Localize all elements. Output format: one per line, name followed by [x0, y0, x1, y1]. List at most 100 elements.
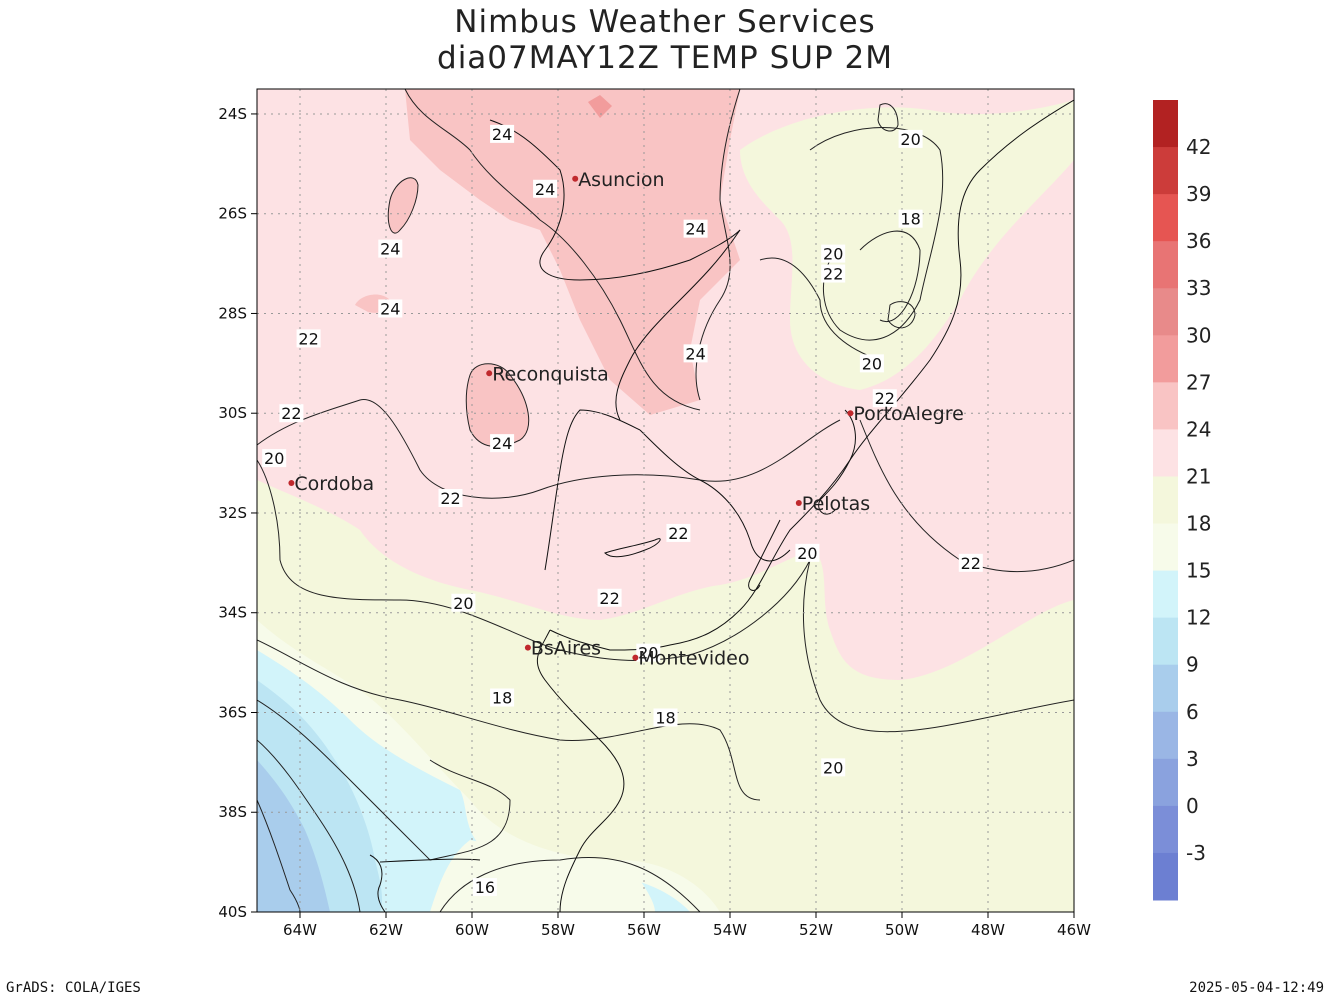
city-label-reconquista: Reconquista [492, 363, 609, 385]
city-marker-portoalegre [847, 410, 854, 417]
contour-22-north-east [759, 257, 881, 361]
contour-label-bg [451, 593, 476, 612]
contour-label-bg [821, 244, 846, 263]
tick-label-lon: 58W [541, 921, 575, 939]
map-subtitle: dia07MAY12Z TEMP SUP 2M [437, 40, 893, 76]
colorbar-segment [1153, 100, 1178, 148]
border-paraguay [489, 119, 741, 281]
contour-label: 24 [492, 125, 512, 144]
city-label-bsaires: BsAires [531, 638, 601, 660]
contour-labels: 2424242424242422222222222222222020202020… [262, 124, 983, 897]
contour-label-bg [279, 404, 304, 423]
colorbar-label: 0 [1186, 794, 1199, 818]
contour-label-bg [378, 239, 403, 258]
shaded-field [257, 89, 1074, 912]
footer-credit: GrADS: COLA/IGES [6, 980, 141, 996]
contour-label-bg [636, 643, 661, 662]
lagoa-mirim [748, 519, 781, 591]
contour-label: 20 [797, 544, 817, 563]
contour-label-bg [262, 449, 287, 468]
contour-label: 18 [900, 210, 920, 229]
contour-label: 20 [638, 644, 658, 663]
contour-label: 20 [453, 594, 473, 613]
city-marker-asuncion [572, 175, 579, 182]
tick-label-lat: 32S [218, 504, 247, 522]
contour-label-bg [872, 389, 897, 408]
contour-14 [257, 739, 361, 912]
contour-label: 20 [900, 130, 920, 149]
colorbar-segment [1153, 288, 1178, 336]
field-24-blob-west [388, 177, 418, 234]
contour-label-bg [898, 129, 923, 148]
colorbar-label: 42 [1186, 135, 1211, 159]
colorbar-label: 24 [1186, 417, 1211, 441]
contour-18-northeast [859, 230, 921, 323]
colorbar-segment [1153, 711, 1178, 760]
contour-24-north [404, 89, 701, 411]
contour-24-loop [465, 363, 530, 448]
city-label-pelotas: Pelotas [802, 493, 870, 515]
colorbar-segment [1153, 523, 1178, 572]
field-24-27-core [588, 95, 612, 118]
tick-label-lat: 36S [218, 703, 247, 721]
city-label-portoalegre: PortoAlegre [853, 403, 963, 425]
colorbar-segment [1153, 194, 1178, 242]
colorbar-label: 15 [1186, 559, 1211, 583]
contour-label: 24 [685, 220, 705, 239]
colorbar-segment [1153, 805, 1178, 854]
map-title: Nimbus Weather Services [454, 4, 876, 40]
contour-label-bg [898, 209, 923, 228]
contour-label-bg [821, 264, 846, 283]
contour-label: 22 [440, 489, 460, 508]
colorbar-label: 9 [1186, 653, 1199, 677]
tick-label-lat: 28S [218, 304, 247, 322]
contour-label: 24 [492, 434, 512, 453]
contour-label-bg [296, 329, 321, 348]
colorbar-label: 33 [1186, 276, 1211, 300]
colorbar-segment [1153, 241, 1178, 289]
contour-label-bg [472, 878, 497, 897]
colorbar-label: 27 [1186, 370, 1211, 394]
footer-timestamp: 2025-05-04-12:49 [1189, 980, 1324, 996]
coast-bahia [379, 858, 481, 863]
colorbar-segment [1153, 429, 1178, 477]
tick-label-lat: 40S [218, 903, 247, 921]
colorbar-segment [1153, 758, 1178, 807]
contour-label-bg [490, 434, 515, 453]
coastline-atlantic [549, 99, 1074, 651]
colorbar-label: -3 [1186, 841, 1206, 865]
contour-label: 20 [862, 354, 882, 373]
tick-label-lat: 26S [218, 205, 247, 223]
contour-label: 22 [281, 404, 301, 423]
contour-18 [257, 639, 761, 801]
tick-label-lon: 46W [1057, 921, 1091, 939]
tick-label-lat: 38S [218, 803, 247, 821]
contour-label-bg [490, 688, 515, 707]
contour-label-bg [821, 758, 846, 777]
city-label-cordoba: Cordoba [294, 473, 374, 495]
contour-label: 22 [875, 389, 895, 408]
colorbar-segment [1153, 664, 1178, 713]
contour-16 [439, 856, 701, 912]
colorbar-label: 18 [1186, 512, 1211, 536]
coast-southwest [369, 854, 386, 912]
colorbar-segment [1153, 476, 1178, 525]
colorbar-label: 12 [1186, 606, 1211, 630]
contour-label: 16 [475, 878, 495, 897]
colorbar-label: 3 [1186, 747, 1199, 771]
colorbar-segment [1153, 852, 1178, 901]
tick-label-lon: 56W [627, 921, 661, 939]
contour-label: 18 [492, 689, 512, 708]
contour-label: 24 [535, 180, 555, 199]
contour-label: 20 [823, 758, 843, 777]
contour-20-northeast [809, 127, 944, 341]
colorbar-segment [1153, 570, 1178, 619]
border-argentina-uruguay [544, 409, 641, 571]
colorbar-label: 21 [1186, 464, 1211, 488]
contour-label-bg [958, 553, 983, 572]
field-6-9 [257, 760, 330, 912]
plot-frame [256, 88, 1075, 913]
contour-label: 18 [655, 708, 675, 727]
